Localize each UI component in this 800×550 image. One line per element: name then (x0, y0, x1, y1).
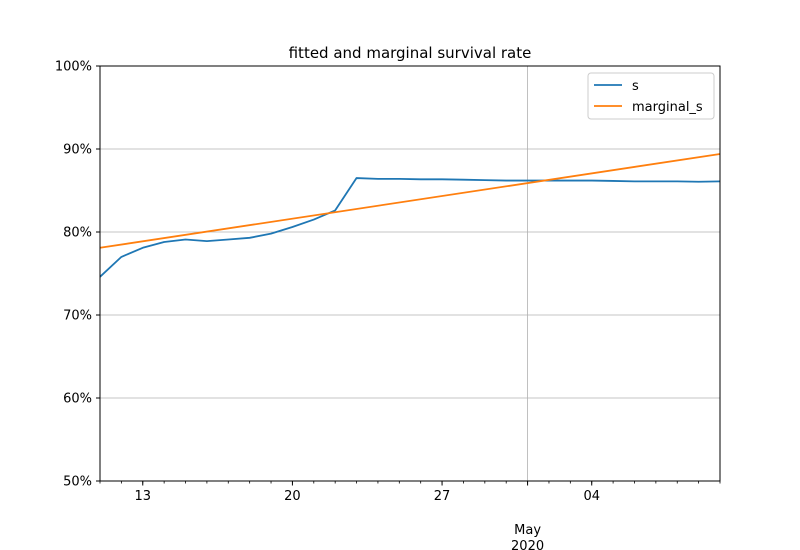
y-tick-label: 70% (63, 309, 92, 324)
y-tick-label: 90% (63, 143, 92, 158)
series-layer (99, 153, 721, 278)
series-line-marginal-s (99, 153, 721, 249)
series-line-s (99, 177, 721, 278)
y-tick-label: 80% (63, 226, 92, 241)
x-tick-label: 13 (134, 489, 151, 504)
legend: s marginal_s (587, 72, 715, 120)
y-tick-label: 60% (63, 392, 92, 407)
legend-label-s: s (632, 79, 639, 94)
plot-frame (99, 65, 721, 482)
y-tick-label: 50% (63, 475, 92, 490)
x-month-label: May (514, 523, 541, 538)
x-tick-label: 04 (583, 489, 600, 504)
x-tick-label: 27 (434, 489, 451, 504)
legend-label-marginal-s: marginal_s (632, 100, 703, 115)
chart-title: fitted and marginal survival rate (289, 44, 532, 62)
x-year-label: 2020 (511, 539, 544, 550)
grid-layer (100, 65, 720, 482)
y-tick-label: 100% (55, 60, 92, 75)
x-tick-label: 20 (284, 489, 301, 504)
